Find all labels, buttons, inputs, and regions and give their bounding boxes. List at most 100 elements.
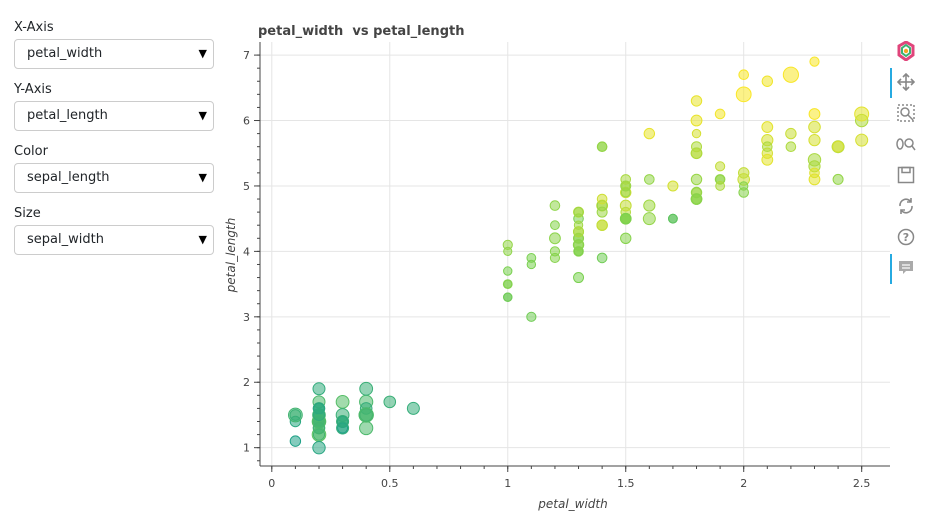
box-zoom-icon[interactable]	[893, 100, 919, 126]
data-point	[596, 219, 608, 231]
scatter-chart[interactable]: 0 0.5 1 1.5 2 2.5 1 2 3 4 5 6 7 petal_width vs petal…	[222, 0, 890, 528]
chevron-down-icon: ▼	[198, 47, 207, 60]
color-label: Color	[14, 144, 48, 159]
data-points	[287, 56, 870, 455]
data-point	[597, 141, 608, 152]
color-select[interactable]: sepal_length ▼	[14, 163, 214, 193]
data-point	[549, 200, 561, 211]
reset-icon[interactable]	[893, 193, 919, 219]
data-point	[832, 140, 844, 153]
data-point	[855, 133, 869, 147]
data-point	[573, 239, 584, 251]
pan-icon[interactable]	[890, 68, 919, 98]
hover-icon[interactable]	[890, 254, 919, 284]
x-tick-label: 0	[268, 477, 275, 490]
data-point	[738, 187, 750, 198]
data-point	[808, 134, 821, 147]
data-point	[287, 407, 303, 423]
data-point	[808, 108, 821, 120]
data-point	[738, 69, 750, 81]
data-point	[690, 193, 703, 205]
data-point	[503, 292, 513, 302]
y-axis-select[interactable]: petal_length ▼	[14, 101, 214, 131]
plot-toolbar: ?	[890, 38, 921, 286]
y-tick-label: 3	[243, 311, 250, 324]
help-icon[interactable]: ?	[893, 224, 919, 250]
y-tick-label: 2	[243, 376, 250, 389]
data-point	[690, 95, 703, 107]
data-point	[359, 381, 374, 396]
y-tick-label: 4	[243, 245, 250, 258]
y-axis-control: Y-Axis petal_length ▼	[14, 82, 214, 131]
y-axis-title: petal_length	[224, 218, 238, 294]
y-tick-label: 5	[243, 180, 250, 193]
size-control: Size sepal_width ▼	[14, 206, 214, 255]
data-point	[667, 180, 679, 192]
data-point	[526, 311, 537, 322]
data-point	[735, 86, 752, 103]
data-point	[312, 440, 326, 455]
data-point	[336, 415, 349, 428]
data-point	[807, 153, 822, 167]
data-point	[312, 421, 326, 435]
x-tick-label: 1.5	[617, 477, 635, 490]
data-point	[359, 420, 374, 436]
y-axis-select-value: petal_length	[27, 108, 108, 123]
chevron-down-icon: ▼	[198, 171, 207, 184]
data-point	[312, 408, 326, 422]
data-point	[596, 252, 608, 264]
bokeh-logo-icon[interactable]	[893, 38, 919, 64]
y-axis-label: Y-Axis	[14, 82, 52, 97]
plot-area[interactable]: 0 0.5 1 1.5 2 2.5 1 2 3 4 5 6 7 petal_width vs petal…	[222, 0, 890, 528]
x-tick-label: 2	[740, 477, 747, 490]
data-point	[785, 141, 797, 152]
data-point	[761, 153, 774, 166]
data-point	[573, 272, 585, 284]
size-select[interactable]: sepal_width ▼	[14, 225, 214, 255]
data-point	[782, 66, 799, 83]
data-point	[715, 181, 726, 191]
data-point	[761, 121, 774, 133]
x-axis-select[interactable]: petal_width ▼	[14, 39, 214, 69]
data-point	[690, 147, 703, 160]
data-point	[526, 259, 537, 270]
data-point	[643, 127, 656, 140]
x-tick-label: 1	[504, 477, 511, 490]
data-point	[383, 395, 397, 409]
data-point	[761, 75, 774, 87]
y-tick-label: 7	[243, 49, 250, 62]
x-axis-select-value: petal_width	[27, 46, 103, 61]
data-point	[620, 174, 632, 185]
chevron-down-icon: ▼	[198, 233, 207, 246]
data-point	[690, 173, 703, 186]
data-point	[550, 220, 560, 231]
data-point	[549, 232, 561, 245]
axes: 0 0.5 1 1.5 2 2.5 1 2 3 4 5 6 7	[243, 42, 890, 490]
size-select-value: sepal_width	[27, 232, 104, 247]
data-point	[358, 407, 374, 423]
chart-title: petal_width vs petal_length	[258, 24, 464, 39]
save-icon[interactable]	[893, 162, 919, 188]
data-point	[809, 56, 820, 67]
data-point	[596, 206, 608, 218]
data-point	[643, 199, 656, 212]
x-tick-label: 0.5	[381, 477, 399, 490]
x-axis-control: X-Axis petal_width ▼	[14, 20, 214, 69]
data-point	[620, 232, 632, 244]
wheel-zoom-icon[interactable]	[893, 131, 919, 157]
data-point	[715, 161, 726, 172]
data-point	[762, 141, 773, 152]
data-point	[691, 128, 702, 139]
color-select-value: sepal_length	[27, 170, 110, 185]
data-point	[502, 279, 513, 289]
data-point	[573, 207, 584, 218]
data-point	[502, 239, 513, 250]
svg-text:?: ?	[903, 231, 909, 244]
y-tick-label: 1	[243, 442, 250, 455]
data-point	[809, 167, 820, 179]
chevron-down-icon: ▼	[198, 109, 207, 122]
data-point	[620, 212, 632, 225]
data-point	[714, 108, 726, 120]
data-point	[619, 199, 632, 212]
data-point	[312, 382, 326, 396]
